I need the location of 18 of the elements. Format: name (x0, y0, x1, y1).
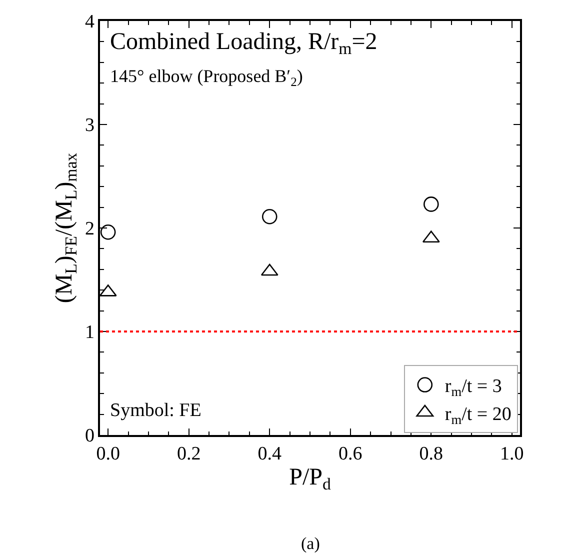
y-tick-label: 4 (84, 12, 95, 33)
text: 145° elbow (Proposed B′$_{2}$) (110, 66, 303, 89)
y-tick-label: 2 (84, 218, 94, 240)
x-tick-label: 0.4 (258, 444, 282, 465)
legend-label: r$_{m}$/t = 3 (444, 376, 502, 400)
x-tick-label: 0.6 (338, 444, 362, 465)
y-tick-label: 3 (84, 115, 94, 136)
y-tick-label: 1 (84, 322, 94, 344)
legend-label: r$_{m}$/t = 20 (444, 404, 512, 427)
x-tick-label: 0.8 (419, 444, 444, 465)
y-tick-label: 0 (84, 426, 94, 447)
chart-title: Combined Loading, R/r$_{m}$=2 (110, 29, 378, 58)
text: (a) (301, 534, 320, 553)
x-tick-label: 1.0 (500, 444, 524, 465)
x-tick-label: 0.2 (176, 444, 201, 465)
x-tick-label: 0.0 (96, 444, 120, 465)
annotation: Symbol: FE (110, 400, 202, 421)
x-axis-title: P/P$_{d}$ (289, 464, 332, 494)
